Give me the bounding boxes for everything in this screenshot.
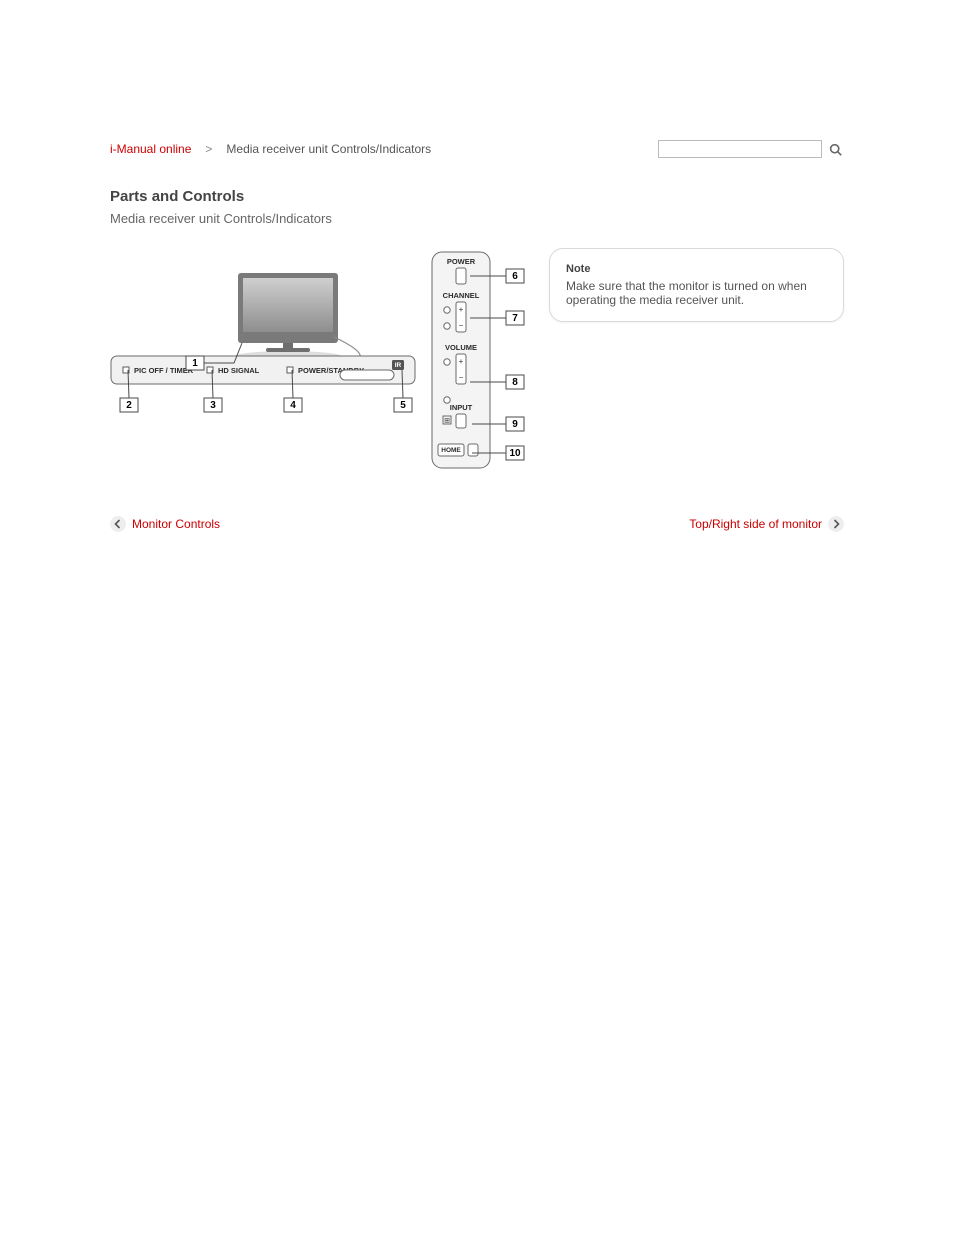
diagram: PIC OFF / TIMERHD SIGNALPOWER/STANDBYIRP… <box>110 248 527 488</box>
svg-text:HD SIGNAL: HD SIGNAL <box>218 366 260 375</box>
note-box: Note Make sure that the monitor is turne… <box>549 248 844 322</box>
search-button[interactable] <box>826 140 844 158</box>
note-column: Note Make sure that the monitor is turne… <box>549 248 844 322</box>
pager: Monitor Controls Top/Right side of monit… <box>110 516 844 532</box>
diagram-column: PIC OFF / TIMERHD SIGNALPOWER/STANDBYIRP… <box>110 248 527 488</box>
svg-text:5: 5 <box>400 400 406 411</box>
breadcrumb-separator: > <box>205 142 212 156</box>
page-title: Parts and Controls <box>110 188 844 205</box>
svg-text:HOME: HOME <box>441 447 461 454</box>
svg-text:2: 2 <box>126 400 132 411</box>
page-subtitle: Media receiver unit Controls/Indicators <box>110 211 844 226</box>
prev-link[interactable]: Monitor Controls <box>110 516 220 532</box>
svg-text:CHANNEL: CHANNEL <box>443 291 480 300</box>
breadcrumb-current: Media receiver unit Controls/Indicators <box>226 142 431 156</box>
svg-text:+: + <box>459 305 464 314</box>
next-label: Top/Right side of monitor <box>689 517 822 531</box>
search-icon <box>829 143 842 156</box>
svg-text:IR: IR <box>395 362 402 369</box>
svg-text:⊞: ⊞ <box>444 417 450 424</box>
arrow-right-icon <box>828 516 844 532</box>
svg-text:INPUT: INPUT <box>450 403 473 412</box>
note-title: Note <box>566 263 827 275</box>
page-root: i-Manual online > Media receiver unit Co… <box>0 0 954 572</box>
svg-text:3: 3 <box>210 400 216 411</box>
svg-text:+: + <box>459 357 464 366</box>
svg-text:−: − <box>459 321 464 330</box>
next-link[interactable]: Top/Right side of monitor <box>689 516 844 532</box>
search <box>658 140 844 158</box>
search-input[interactable] <box>658 140 822 158</box>
svg-text:VOLUME: VOLUME <box>445 343 477 352</box>
arrow-left-icon <box>110 516 126 532</box>
svg-text:9: 9 <box>512 419 518 430</box>
note-body: Make sure that the monitor is turned on … <box>566 279 827 307</box>
breadcrumb: i-Manual online > Media receiver unit Co… <box>110 140 844 158</box>
svg-text:POWER: POWER <box>447 257 476 266</box>
content-row: PIC OFF / TIMERHD SIGNALPOWER/STANDBYIRP… <box>110 248 844 488</box>
home-link[interactable]: i-Manual online <box>110 142 191 156</box>
svg-text:6: 6 <box>512 271 518 282</box>
svg-text:−: − <box>459 373 464 382</box>
svg-text:PIC OFF / TIMER: PIC OFF / TIMER <box>134 366 194 375</box>
svg-text:7: 7 <box>512 313 518 324</box>
svg-text:8: 8 <box>512 377 518 388</box>
title-area: Parts and Controls Media receiver unit C… <box>110 188 844 226</box>
prev-label: Monitor Controls <box>132 517 220 531</box>
svg-text:4: 4 <box>290 400 296 411</box>
svg-text:1: 1 <box>192 358 198 369</box>
svg-text:10: 10 <box>509 448 521 459</box>
